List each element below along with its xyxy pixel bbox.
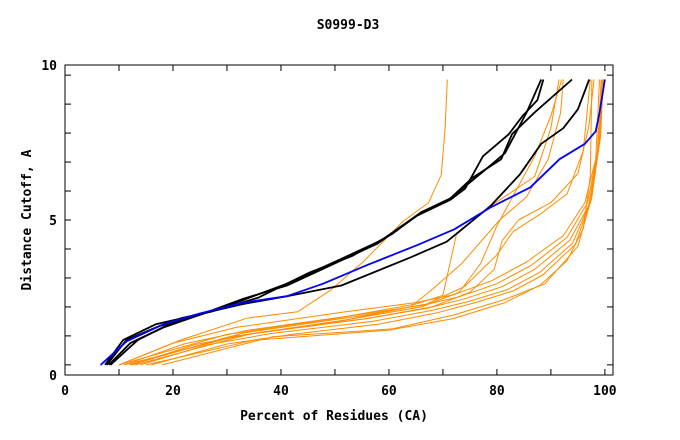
y-tick-label: 10 <box>41 59 57 74</box>
x-axis-label: Percent of Residues (CA) <box>240 409 428 424</box>
series-line-orange-l <box>129 79 563 366</box>
series-line-orange-h <box>118 79 560 366</box>
plot-frame <box>64 64 614 376</box>
x-tick-label: 80 <box>489 384 505 399</box>
x-tick-label: 60 <box>381 384 397 399</box>
axis-ticks: 0 20 40 60 80 100 0 5 10 <box>41 59 616 399</box>
series-line-orange-f <box>162 79 604 366</box>
chart-title: S0999-D3 <box>317 18 380 33</box>
y-axis-label: Distance Cutoff, A <box>20 149 35 290</box>
series-line-orange-k <box>135 79 595 366</box>
plot-lines <box>99 78 606 366</box>
series-line-black-4 <box>104 79 543 366</box>
y-tick-label: 5 <box>49 214 57 229</box>
series-line-orange-e <box>151 79 604 366</box>
x-tick-label: 100 <box>593 384 617 399</box>
series-line-orange-a <box>118 79 600 366</box>
series-line-orange-g <box>145 79 593 366</box>
series-line-orange-d <box>140 79 604 366</box>
y-tick-label: 0 <box>49 369 57 384</box>
series-line-blue-target <box>99 79 606 366</box>
x-tick-label: 0 <box>61 384 69 399</box>
x-tick-label: 20 <box>165 384 181 399</box>
x-tick-label: 40 <box>273 384 289 399</box>
series-line-orange-outlier <box>119 79 448 366</box>
